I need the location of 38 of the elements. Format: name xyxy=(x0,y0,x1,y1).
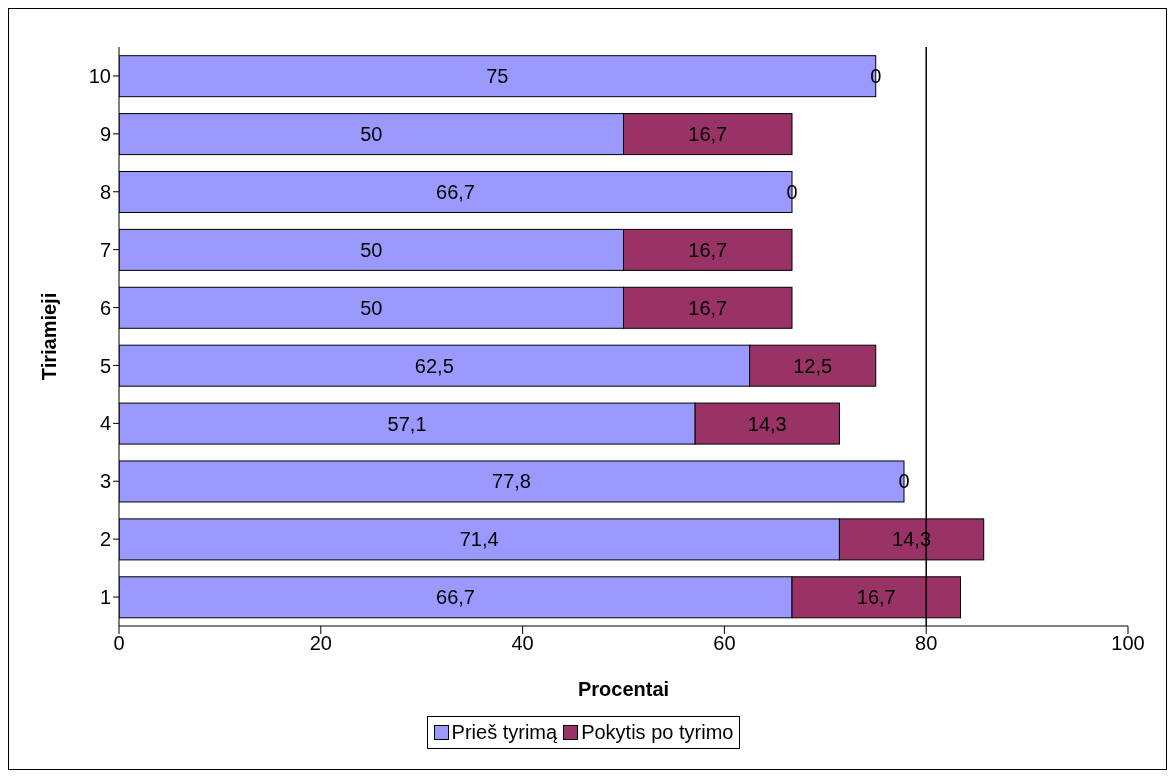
data-label: 0 xyxy=(898,470,910,493)
x-tick-label: 0 xyxy=(113,632,125,655)
data-label: 50 xyxy=(360,238,383,261)
data-label: 14,3 xyxy=(747,412,787,435)
data-label: 71,4 xyxy=(459,528,499,551)
y-tick-label: 5 xyxy=(99,354,111,377)
data-label: 16,7 xyxy=(856,586,896,609)
x-tick-label: 20 xyxy=(309,632,332,655)
y-tick-label: 7 xyxy=(99,238,111,261)
x-tick-label: 60 xyxy=(713,632,736,655)
y-tick-label: 2 xyxy=(99,528,111,551)
y-axis-title: Tiriamieji xyxy=(38,292,61,381)
data-label: 50 xyxy=(360,123,383,146)
legend-label: Prieš tyrimą xyxy=(450,721,558,744)
y-tick-label: 4 xyxy=(99,412,111,435)
y-tick-label: 1 xyxy=(99,586,111,609)
data-label: 16,7 xyxy=(688,123,728,146)
x-tick-label: 40 xyxy=(511,632,534,655)
legend-label: Pokytis po tyrimo xyxy=(580,721,734,744)
y-tick-label: 3 xyxy=(99,470,111,493)
data-label: 62,5 xyxy=(414,354,454,377)
x-tick-label: 100 xyxy=(1111,632,1145,655)
data-label: 66,7 xyxy=(436,180,475,203)
data-label: 66,7 xyxy=(436,586,475,609)
x-axis-title: Procentai xyxy=(577,678,670,700)
data-label: 12,5 xyxy=(793,354,833,377)
data-label: 50 xyxy=(360,296,383,319)
y-tick-label: 9 xyxy=(99,122,111,145)
y-tick-label: 8 xyxy=(99,180,111,203)
data-label: 57,1 xyxy=(387,412,427,435)
y-tick-label: 10 xyxy=(88,65,111,88)
y-tick-label: 6 xyxy=(99,296,111,319)
data-label: 0 xyxy=(786,180,798,203)
data-label: 75 xyxy=(486,65,509,88)
data-label: 16,7 xyxy=(688,296,728,319)
data-label: 77,8 xyxy=(492,470,531,493)
data-label: 16,7 xyxy=(688,238,728,261)
x-tick-label: 80 xyxy=(915,632,938,655)
